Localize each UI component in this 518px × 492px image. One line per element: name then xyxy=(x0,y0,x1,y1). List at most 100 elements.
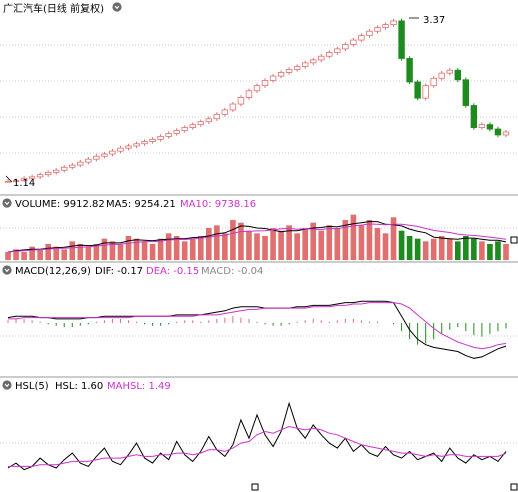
volume-bar xyxy=(53,246,60,260)
macd-histogram xyxy=(7,316,507,345)
macd-dif-label: DIF: -0.17 xyxy=(95,266,143,277)
candle-body xyxy=(438,72,445,79)
hsl-value-label: HSL: 1.60 xyxy=(55,381,103,392)
candle-body xyxy=(69,164,76,168)
candle-body xyxy=(125,145,132,149)
candle-body xyxy=(44,172,52,176)
volume-panel: VOLUME: 9912.82 MA5: 9254.21 MA10: 9738.… xyxy=(2,198,509,260)
candle-body xyxy=(446,69,453,74)
candle-body xyxy=(85,158,92,163)
macd-macd-label: MACD: -0.04 xyxy=(201,266,263,277)
volume-bar xyxy=(286,225,292,260)
volume-bar xyxy=(93,244,100,260)
volume-bar xyxy=(29,246,35,260)
candle-body xyxy=(213,113,221,120)
volume-bar xyxy=(398,230,405,260)
candle-body xyxy=(165,133,172,137)
volume-bar xyxy=(222,233,228,260)
volume-bar xyxy=(246,230,252,260)
volume-bar xyxy=(479,241,485,260)
volume-bar xyxy=(125,236,132,260)
volume-bar xyxy=(454,241,461,260)
mahsl-line xyxy=(8,425,507,467)
candle-body xyxy=(502,131,510,136)
volume-ma10-label: MA10: 9738.16 xyxy=(180,199,256,210)
macd-dea-label: DEA: -0.15 xyxy=(146,266,199,277)
candle-body xyxy=(181,127,188,131)
candle-body xyxy=(414,81,421,99)
volume-bar xyxy=(238,222,244,260)
candle-body xyxy=(221,109,229,115)
volume-bar xyxy=(463,236,469,260)
candle-body xyxy=(253,85,261,92)
candle-body xyxy=(205,118,213,123)
candle-body xyxy=(245,90,253,98)
candle-body xyxy=(157,136,164,140)
volume-bars xyxy=(5,214,509,260)
volume-bar xyxy=(294,233,300,260)
macd-name-label: MACD(12,26,9) xyxy=(15,266,91,277)
volume-bar xyxy=(101,238,108,260)
candle-body xyxy=(77,161,84,166)
volume-bar xyxy=(366,220,373,260)
volume-bar xyxy=(5,252,11,260)
hsl-mahsl-label: MAHSL: 1.49 xyxy=(107,381,171,392)
candle-body xyxy=(93,155,100,160)
volume-bar xyxy=(69,241,76,260)
candle-body xyxy=(494,128,502,136)
volume-bar xyxy=(85,246,92,260)
candle-body xyxy=(470,105,478,128)
candle-body xyxy=(342,44,349,50)
candle-body xyxy=(101,153,108,157)
volume-bar xyxy=(358,225,365,260)
candle-body xyxy=(390,20,397,26)
resize-handle-right[interactable] xyxy=(510,236,518,244)
candle-body xyxy=(366,30,373,37)
volume-ma5-line xyxy=(7,221,507,253)
volume-bar xyxy=(165,233,172,260)
title-menu-icon[interactable] xyxy=(112,2,122,12)
macd-menu-icon[interactable] xyxy=(2,265,12,275)
volume-bar xyxy=(406,236,413,260)
candle-body xyxy=(229,103,237,111)
candle-body xyxy=(61,166,68,171)
candlesticks xyxy=(4,18,510,183)
volume-bar xyxy=(430,238,437,260)
volume-bar xyxy=(13,249,19,260)
candle-body xyxy=(462,79,470,106)
volume-bar xyxy=(254,233,260,260)
volume-bar xyxy=(374,228,381,260)
candle-body xyxy=(422,85,429,99)
volume-bar xyxy=(117,244,124,260)
candle-body xyxy=(109,150,116,155)
resize-handle-corner[interactable] xyxy=(510,483,518,491)
volume-ma5-label: MA5: 9254.21 xyxy=(106,199,176,210)
candle-body xyxy=(430,77,437,87)
macd-panel: MACD(12,26,9) DIF: -0.17 DEA: -0.15 MACD… xyxy=(2,265,507,359)
volume-bar xyxy=(214,225,220,260)
hsl-name-label: HSL(5) xyxy=(15,381,49,392)
candle-body xyxy=(310,59,317,64)
low-price-arrow xyxy=(5,175,13,183)
candle-body xyxy=(454,69,462,81)
candle-body xyxy=(261,80,269,87)
candle-body xyxy=(285,69,293,73)
volume-bar xyxy=(173,236,180,260)
volume-bar xyxy=(318,230,325,260)
volume-bar xyxy=(181,241,188,260)
volume-menu-icon[interactable] xyxy=(2,198,12,208)
volume-bar xyxy=(77,244,84,260)
volume-bar xyxy=(149,244,156,260)
candle-body xyxy=(173,130,180,134)
resize-handle-bottom[interactable] xyxy=(251,483,259,491)
hsl-menu-icon[interactable] xyxy=(2,380,12,390)
volume-bar xyxy=(157,238,164,260)
grid-lines xyxy=(0,44,518,444)
candle-body xyxy=(4,180,12,183)
candle-body xyxy=(486,124,494,130)
volume-bar xyxy=(342,220,349,260)
candle-body xyxy=(293,66,301,70)
volume-bar xyxy=(503,244,509,260)
price-panel: 广汇汽车(日线 前复权) 3.37 1.14 xyxy=(3,2,510,189)
